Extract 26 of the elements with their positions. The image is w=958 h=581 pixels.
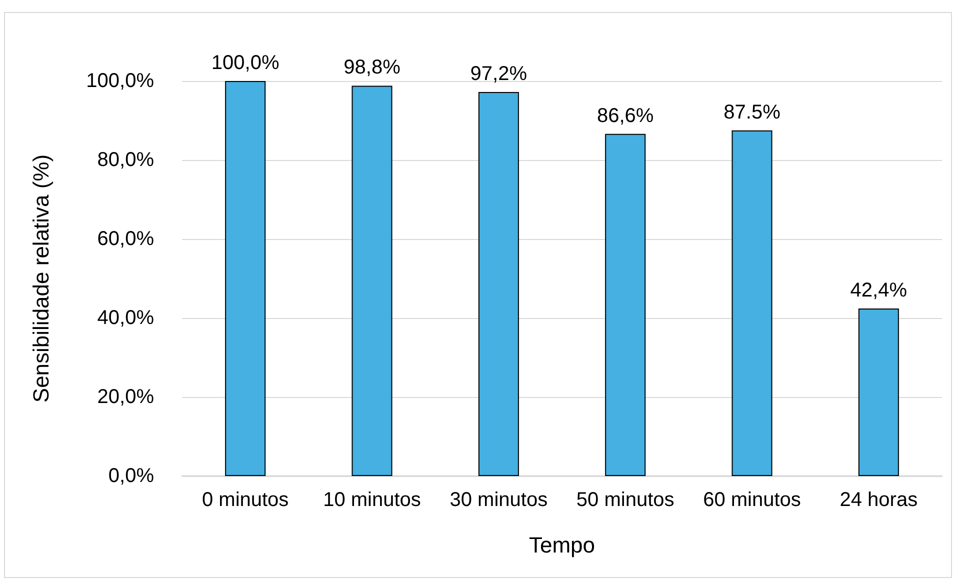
data-label: 42,4% (850, 280, 908, 302)
data-label: 86,6% (596, 104, 654, 127)
x-tick-label: 50 minutos (576, 489, 674, 511)
data-label: 97,2% (470, 63, 528, 86)
x-tick-label: 0 minutos (202, 489, 289, 511)
y-tick-label: 80,0% (97, 149, 154, 171)
data-label: 98,8% (344, 56, 401, 79)
y-tick-label: 60,0% (97, 228, 154, 250)
y-tick-label: 0,0% (108, 465, 154, 487)
x-tick-label: 10 minutos (323, 489, 421, 511)
bar (352, 86, 392, 476)
y-tick-label: 20,0% (97, 386, 154, 408)
x-tick-label: 24 horas (840, 489, 918, 511)
bar (732, 130, 772, 476)
data-label: 100,0% (211, 52, 280, 74)
x-axis-title: Tempo (528, 532, 596, 558)
x-tick-label: 60 minutos (703, 489, 801, 511)
y-tick-label: 100,0% (86, 70, 154, 92)
y-axis-title: Sensibilidade relativa (%) (28, 154, 54, 403)
bar (605, 134, 646, 476)
bar (858, 308, 899, 476)
y-tick-label: 40,0% (97, 307, 154, 329)
x-tick-label: 30 minutos (450, 489, 548, 511)
data-label: 87.5% (724, 101, 781, 124)
bar (225, 81, 266, 476)
bar (478, 92, 519, 476)
